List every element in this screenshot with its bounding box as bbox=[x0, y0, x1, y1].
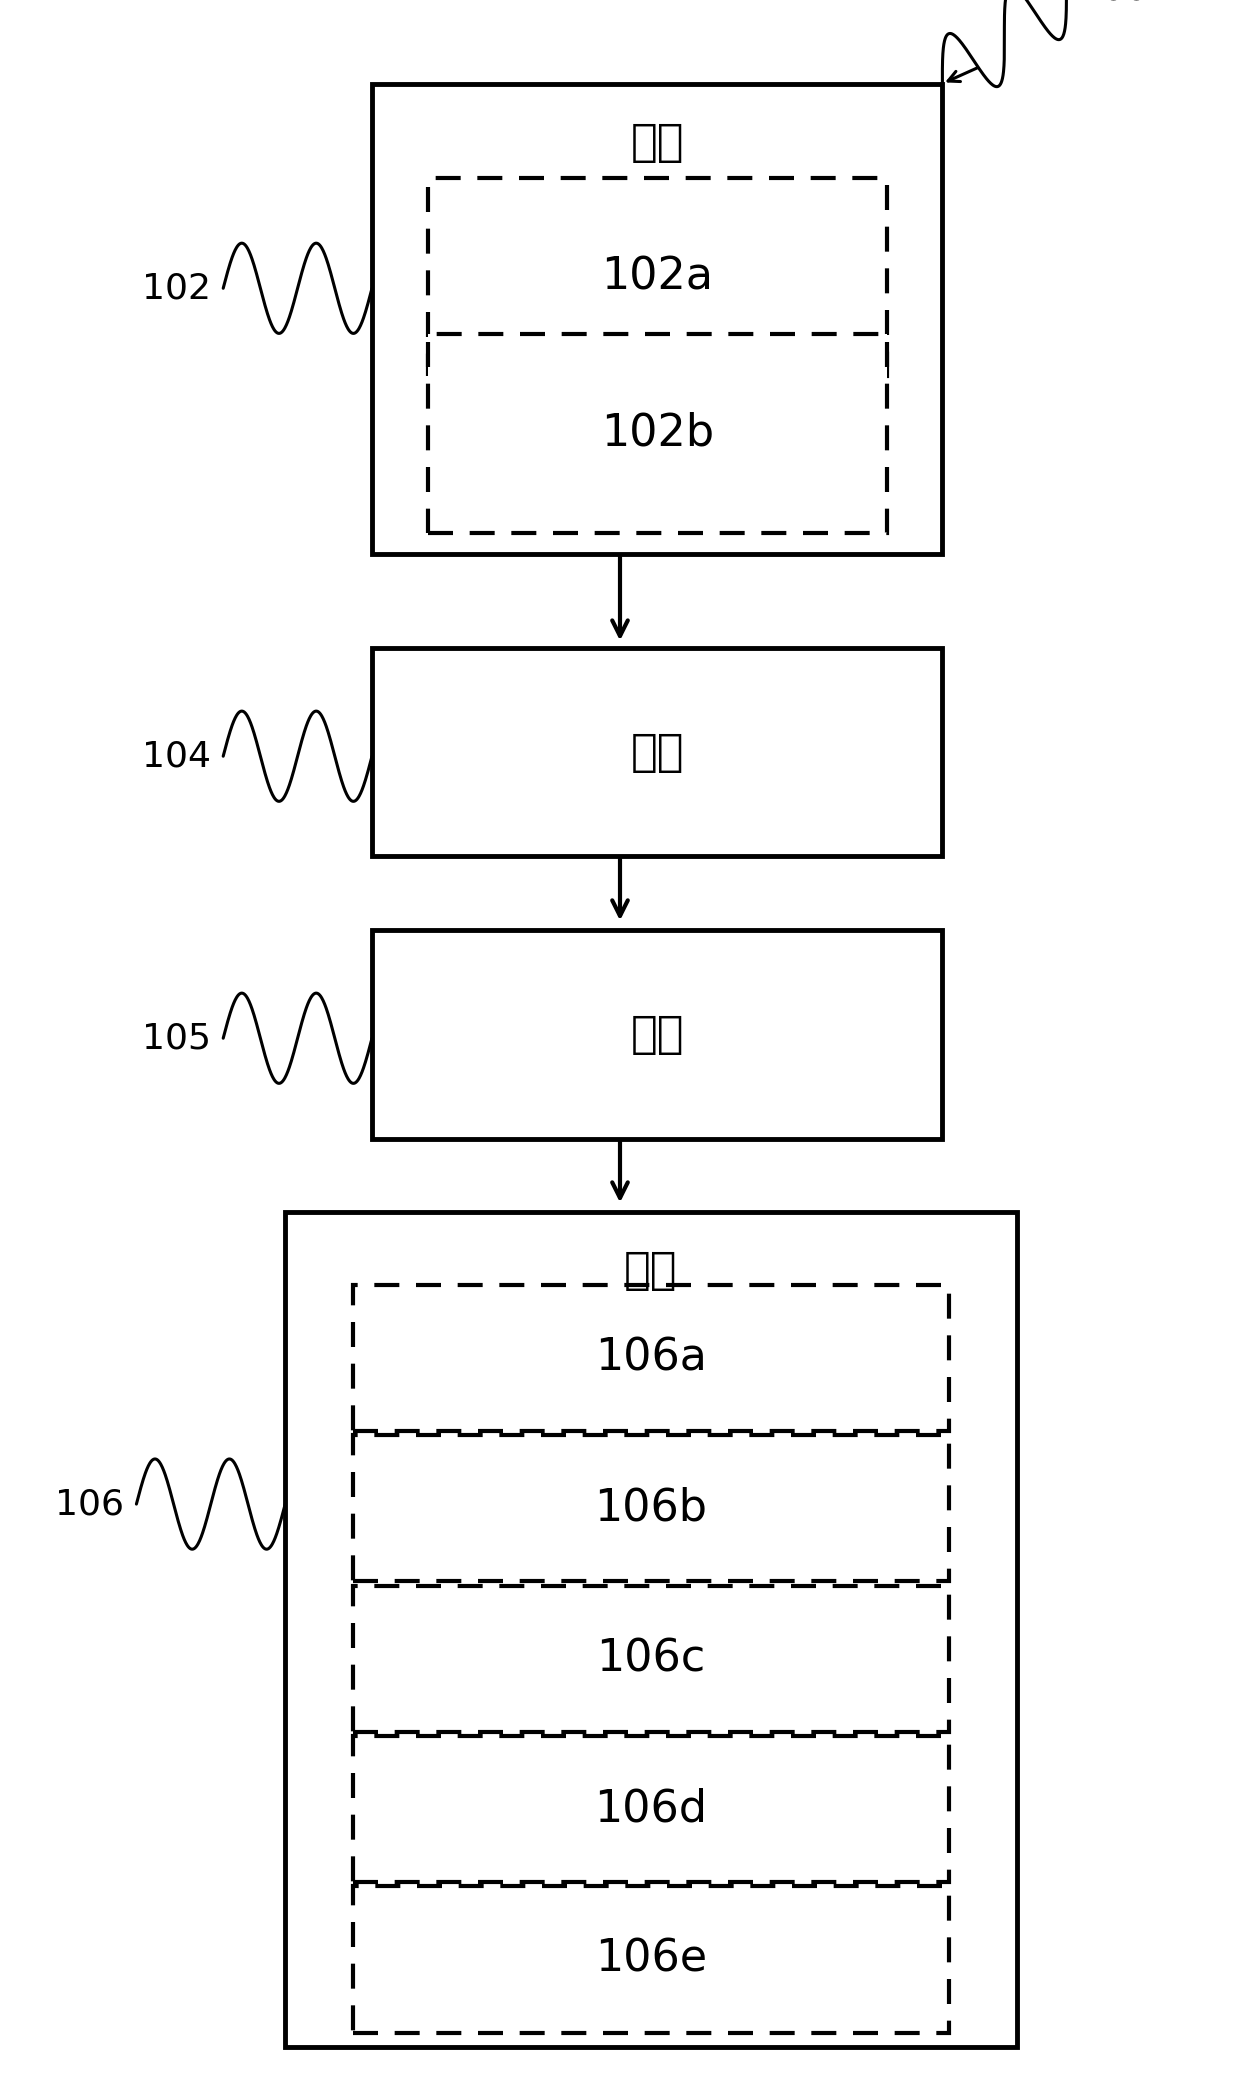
Bar bbox=[285, 1212, 1017, 2047]
Text: 104: 104 bbox=[141, 740, 211, 773]
Text: 106b: 106b bbox=[594, 1487, 708, 1529]
Text: 传输: 传输 bbox=[630, 731, 684, 773]
Bar bbox=[428, 334, 887, 533]
Bar bbox=[353, 1285, 949, 1431]
Text: 102b: 102b bbox=[600, 412, 714, 455]
Bar bbox=[353, 1736, 949, 1882]
Text: 获得: 获得 bbox=[630, 121, 684, 165]
Text: 102: 102 bbox=[141, 272, 211, 305]
Text: 106: 106 bbox=[55, 1487, 124, 1521]
Bar bbox=[372, 84, 942, 554]
Bar bbox=[353, 1435, 949, 1581]
Bar bbox=[372, 930, 942, 1139]
Text: 106d: 106d bbox=[594, 1788, 708, 1830]
Text: 106e: 106e bbox=[595, 1939, 707, 1980]
Text: 105: 105 bbox=[141, 1022, 211, 1055]
Bar bbox=[372, 648, 942, 856]
Bar bbox=[353, 1886, 949, 2033]
Bar bbox=[353, 1586, 949, 1732]
Text: 102a: 102a bbox=[601, 255, 713, 299]
Text: 估计: 估计 bbox=[624, 1249, 678, 1293]
Text: 106c: 106c bbox=[596, 1638, 706, 1680]
Bar bbox=[428, 178, 887, 376]
Text: 106a: 106a bbox=[595, 1337, 707, 1379]
Text: 获得: 获得 bbox=[630, 1013, 684, 1055]
Text: 100: 100 bbox=[1079, 0, 1148, 6]
